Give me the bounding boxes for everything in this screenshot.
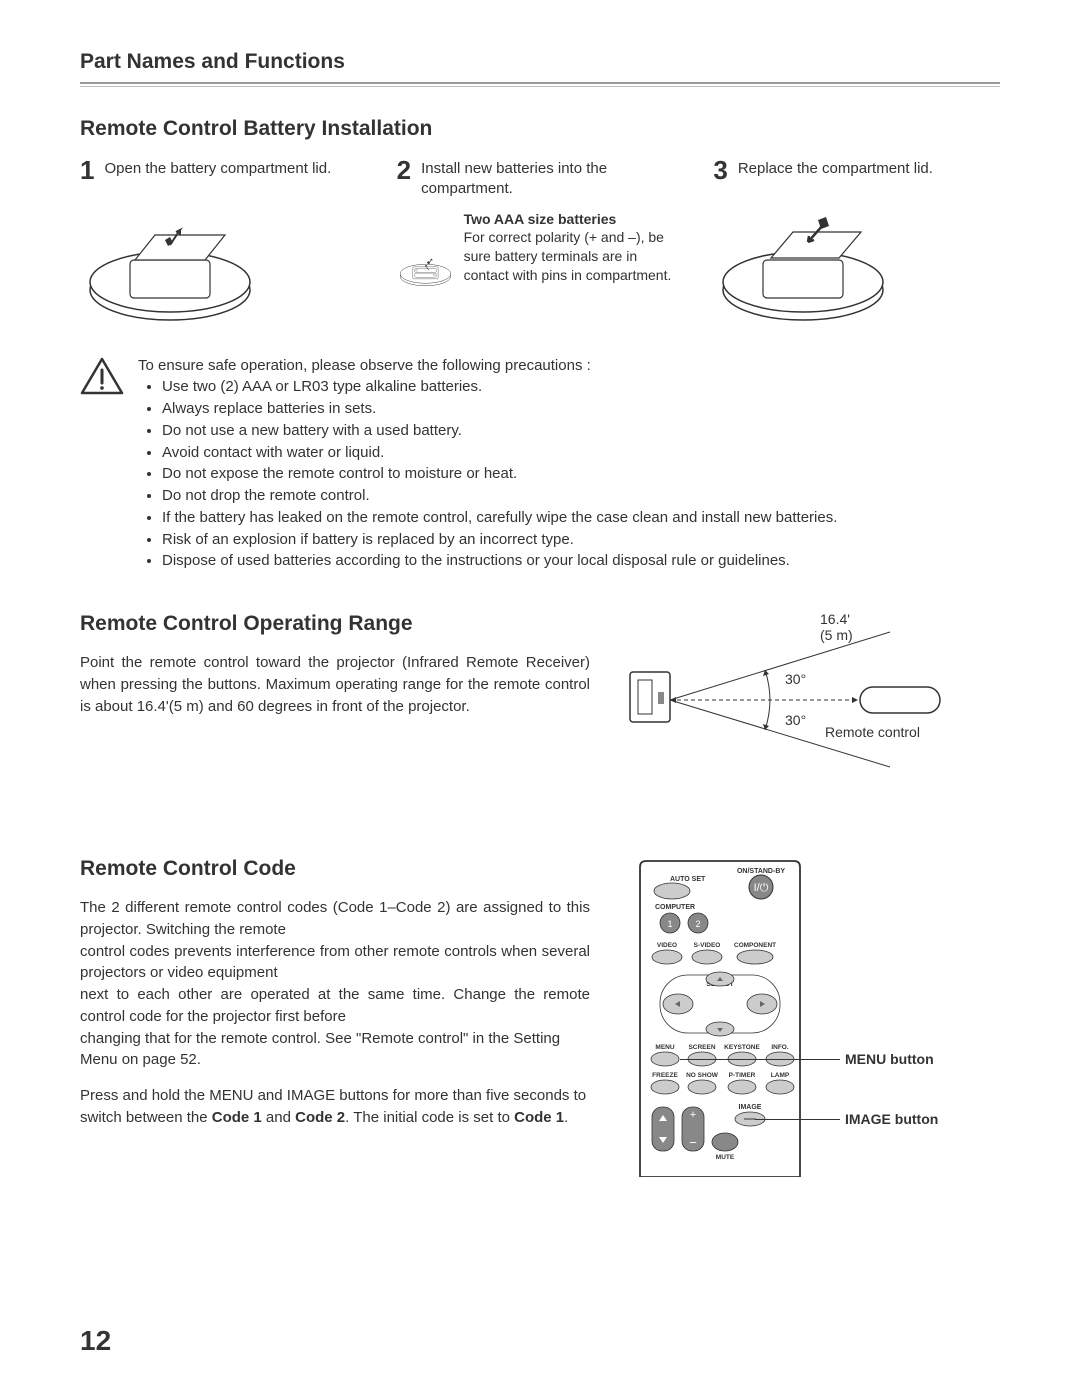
- section3-body: The 2 different remote control codes (Co…: [80, 897, 590, 1129]
- menu-callout-line: [680, 1059, 840, 1060]
- svg-text:NO SHOW: NO SHOW: [686, 1072, 719, 1079]
- section3-title: Remote Control Code: [80, 857, 590, 881]
- svg-text:Remote control: Remote control: [825, 724, 920, 740]
- caution-item: Avoid contact with water or liquid.: [162, 442, 837, 464]
- step-2-text: Install new batteries into the compartme…: [421, 157, 683, 200]
- step-2: 2 Install new batteries into the compart…: [397, 157, 684, 200]
- battery-note: Two AAA size batteries For correct polar…: [464, 210, 684, 330]
- svg-text:ON/STAND-BY: ON/STAND-BY: [737, 868, 785, 875]
- svg-text:VOLUME: VOLUME: [680, 1155, 706, 1161]
- remote-insert-batteries-illustration: [397, 210, 454, 330]
- svg-text:1: 1: [667, 919, 672, 929]
- menu-callout-label: MENU button: [845, 1051, 934, 1067]
- remote-close-lid-illustration: [713, 210, 893, 330]
- remote-control-diagram: ON/STAND-BY I/⏻ AUTO SET COMPUTER 1 2 VI…: [620, 857, 820, 1177]
- svg-text:MENU: MENU: [655, 1044, 674, 1051]
- illus-1-cell: [80, 210, 367, 335]
- step-2-num: 2: [397, 157, 411, 183]
- caution-item: Do not expose the remote control to mois…: [162, 463, 837, 485]
- svg-text:(5 m): (5 m): [820, 627, 853, 643]
- battery-note-title: Two AAA size batteries: [464, 210, 674, 229]
- svg-text:INFO.: INFO.: [771, 1044, 789, 1051]
- battery-note-body: For correct polarity (+ and –), be sure …: [464, 228, 674, 285]
- page-number: 12: [80, 1325, 111, 1357]
- illus-2-cell: Two AAA size batteries For correct polar…: [397, 210, 684, 330]
- step-3: 3 Replace the compartment lid.: [713, 157, 1000, 200]
- caution-item: Dispose of used batteries according to t…: [162, 550, 837, 572]
- image-callout-line: [755, 1119, 840, 1120]
- section2-title: Remote Control Operating Range: [80, 612, 590, 636]
- section2-body: Point the remote control toward the proj…: [80, 652, 590, 717]
- step-3-num: 3: [713, 157, 727, 183]
- svg-text:FREEZE: FREEZE: [652, 1072, 678, 1079]
- step-1: 1 Open the battery compartment lid.: [80, 157, 367, 200]
- svg-text:KEYSTONE: KEYSTONE: [724, 1044, 760, 1051]
- caution-item: Risk of an explosion if battery is repla…: [162, 529, 837, 551]
- svg-text:MUTE: MUTE: [716, 1154, 735, 1161]
- svg-text:AUTO SET: AUTO SET: [670, 876, 706, 883]
- section3-para2: Press and hold the MENU and IMAGE button…: [80, 1085, 590, 1129]
- caution-item: Use two (2) AAA or LR03 type alkaline ba…: [162, 376, 837, 398]
- illustrations-row: Two AAA size batteries For correct polar…: [80, 210, 1000, 335]
- header-rule-thick: [80, 82, 1000, 84]
- section1-title: Remote Control Battery Installation: [80, 117, 1000, 141]
- step-3-text: Replace the compartment lid.: [738, 157, 933, 179]
- caution-block: To ensure safe operation, please observe…: [80, 355, 1000, 573]
- page-header: Part Names and Functions: [80, 50, 1000, 80]
- svg-text:−: −: [689, 1135, 697, 1150]
- steps-row: 1 Open the battery compartment lid. 2 In…: [80, 157, 1000, 200]
- step-1-text: Open the battery compartment lid.: [104, 157, 331, 179]
- warning-icon: [80, 357, 124, 395]
- svg-text:+: +: [690, 1109, 696, 1121]
- svg-text:S-VIDEO: S-VIDEO: [694, 942, 721, 949]
- svg-text:30°: 30°: [785, 671, 806, 687]
- caution-list: Use two (2) AAA or LR03 type alkaline ba…: [138, 376, 837, 572]
- remote-open-lid-illustration: [80, 210, 260, 330]
- svg-text:P-TIMER: P-TIMER: [729, 1072, 756, 1079]
- svg-text:SCREEN: SCREEN: [688, 1044, 715, 1051]
- caution-item: Always replace batteries in sets.: [162, 398, 837, 420]
- svg-text:VIDEO: VIDEO: [657, 942, 677, 949]
- caution-item: Do not use a new battery with a used bat…: [162, 420, 837, 442]
- svg-text:COMPUTER: COMPUTER: [655, 904, 695, 911]
- image-callout-label: IMAGE button: [845, 1111, 938, 1127]
- operating-range-diagram: 30° 30° 16.4' (5 m) Remote control: [620, 612, 980, 802]
- svg-text:I/⏻: I/⏻: [754, 882, 769, 894]
- header-rule-thin: [80, 86, 1000, 87]
- caution-text: To ensure safe operation, please observe…: [138, 355, 837, 573]
- illus-3-cell: [713, 210, 1000, 335]
- svg-text:2: 2: [695, 919, 700, 929]
- svg-text:30°: 30°: [785, 712, 806, 728]
- remote-diagram-wrap: ON/STAND-BY I/⏻ AUTO SET COMPUTER 1 2 VI…: [620, 857, 1000, 1182]
- caution-item: If the battery has leaked on the remote …: [162, 507, 837, 529]
- caution-item: Do not drop the remote control.: [162, 485, 837, 507]
- step-1-num: 1: [80, 157, 94, 183]
- svg-text:IMAGE: IMAGE: [739, 1104, 762, 1111]
- svg-text:COMPONENT: COMPONENT: [734, 942, 776, 949]
- section3-para1: The 2 different remote control codes (Co…: [80, 897, 590, 1071]
- caution-intro: To ensure safe operation, please observe…: [138, 355, 837, 377]
- svg-text:D.ZOOM: D.ZOOM: [651, 1155, 675, 1161]
- svg-text:16.4': 16.4': [820, 612, 850, 627]
- svg-text:LAMP: LAMP: [771, 1072, 790, 1079]
